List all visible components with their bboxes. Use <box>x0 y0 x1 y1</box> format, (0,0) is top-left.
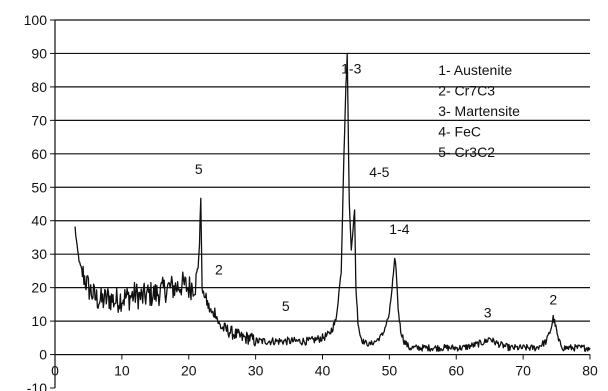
x-tick-label: 10 <box>114 363 130 379</box>
peak-label: 1-3 <box>341 61 361 77</box>
y-tick-label: 40 <box>31 213 47 229</box>
y-tick-label: 50 <box>31 179 47 195</box>
x-tick-label: 40 <box>315 363 331 379</box>
legend-entry: 3- Martensite <box>438 103 520 119</box>
y-tick-label: 90 <box>31 45 47 61</box>
x-tick-labels: 0 10 20 30 40 50 60 70 80 <box>51 363 598 379</box>
peak-label: 2 <box>549 291 557 307</box>
y-tick-labels: -10 0 10 20 30 40 50 60 70 80 90 100 <box>24 12 48 391</box>
x-tick-label: 60 <box>448 363 464 379</box>
peak-label: 3 <box>484 305 492 321</box>
peak-label: 5 <box>282 298 290 314</box>
y-tick-label: 70 <box>31 112 47 128</box>
peak-label: 2 <box>215 261 223 277</box>
series-group <box>74 52 591 352</box>
x-tick-label: 80 <box>582 363 598 379</box>
x-tick-label: 0 <box>51 363 59 379</box>
x-tick-label: 30 <box>248 363 264 379</box>
y-tick-label: 20 <box>31 280 47 296</box>
peak-labels: 5 2 5 1-3 4-5 1-4 3 2 <box>195 61 557 321</box>
y-tick-label: 80 <box>31 79 47 95</box>
y-tick-label: 100 <box>24 12 48 28</box>
y-tick-label: 60 <box>31 146 47 162</box>
diffraction-series-line <box>74 52 591 352</box>
y-tick-label: 10 <box>31 313 47 329</box>
y-tick-label: 0 <box>39 347 47 363</box>
x-tick-label: 70 <box>515 363 531 379</box>
x-tick-label: 20 <box>181 363 197 379</box>
legend-entry: 5- Cr3C2 <box>438 144 495 160</box>
legend-entry: 2- Cr7C3 <box>438 83 495 99</box>
legend-entry: 1- Austenite <box>438 62 512 78</box>
peak-label: 1-4 <box>389 221 409 237</box>
axes <box>50 19 591 389</box>
peak-label: 4-5 <box>369 164 389 180</box>
legend-entry: 4- FeC <box>438 124 481 140</box>
y-tick-label: 30 <box>31 246 47 262</box>
x-tick-label: 50 <box>382 363 398 379</box>
peak-label: 5 <box>195 161 203 177</box>
legend: 1- Austenite 2- Cr7C3 3- Martensite 4- FeC 5… <box>438 62 520 160</box>
y-tick-label: -10 <box>27 380 47 391</box>
